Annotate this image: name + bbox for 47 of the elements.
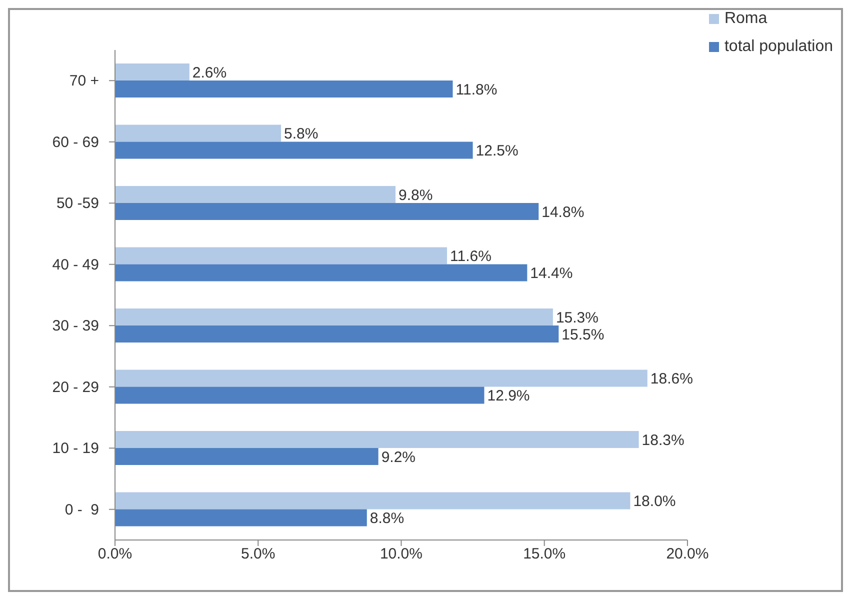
bar <box>115 247 448 264</box>
y-tick-label: 10 - 19 <box>52 440 99 458</box>
data-label: 18.3% <box>642 432 684 449</box>
bar <box>115 80 453 98</box>
bar <box>115 202 539 220</box>
x-tick-label: 10.0% <box>380 546 423 563</box>
y-tick-label: 20 - 29 <box>52 378 99 396</box>
data-label: 12.5% <box>476 142 518 160</box>
data-label: 11.6% <box>450 248 492 266</box>
bar <box>115 325 559 342</box>
legend-label: total population <box>724 38 833 56</box>
x-tick-label: 15.0% <box>523 546 566 563</box>
data-label: 9.2% <box>381 448 416 466</box>
y-tick-label: 60 - 69 <box>52 134 99 151</box>
y-tick-label: 0 - 9 <box>64 501 99 518</box>
data-label: 9.8% <box>398 186 433 204</box>
data-label: 2.6% <box>192 64 227 82</box>
bar <box>115 430 639 448</box>
y-tick-label: 50 -59 <box>56 195 99 212</box>
x-tick-label: 20.0% <box>666 546 709 563</box>
bar <box>115 63 190 80</box>
data-label: 15.5% <box>562 326 604 344</box>
bar <box>115 264 528 282</box>
bar <box>115 186 396 203</box>
data-label: 15.3% <box>556 309 598 326</box>
y-tick-label: 30 - 39 <box>52 318 99 335</box>
y-tick-label: 40 - 49 <box>52 256 99 274</box>
data-label: 18.0% <box>633 493 676 510</box>
bar <box>115 124 282 142</box>
x-tick-label: 0.0% <box>98 546 132 563</box>
data-label: 11.8% <box>456 81 498 98</box>
bar <box>115 492 630 510</box>
data-label: 8.8% <box>370 510 404 528</box>
y-tick-label: 70 + <box>69 72 100 90</box>
x-tick-label: 5.0% <box>241 546 276 563</box>
bar <box>115 142 473 159</box>
data-label: 5.8% <box>284 126 318 143</box>
data-label: 12.9% <box>487 388 530 405</box>
data-label: 18.6% <box>650 370 693 388</box>
bar <box>115 448 378 465</box>
bar <box>115 509 367 526</box>
bar <box>115 386 484 404</box>
data-label: 14.4% <box>530 265 573 282</box>
bar <box>115 308 553 326</box>
bar <box>115 370 648 387</box>
data-label: 14.8% <box>542 204 584 221</box>
legend-label: Roma <box>724 10 768 28</box>
